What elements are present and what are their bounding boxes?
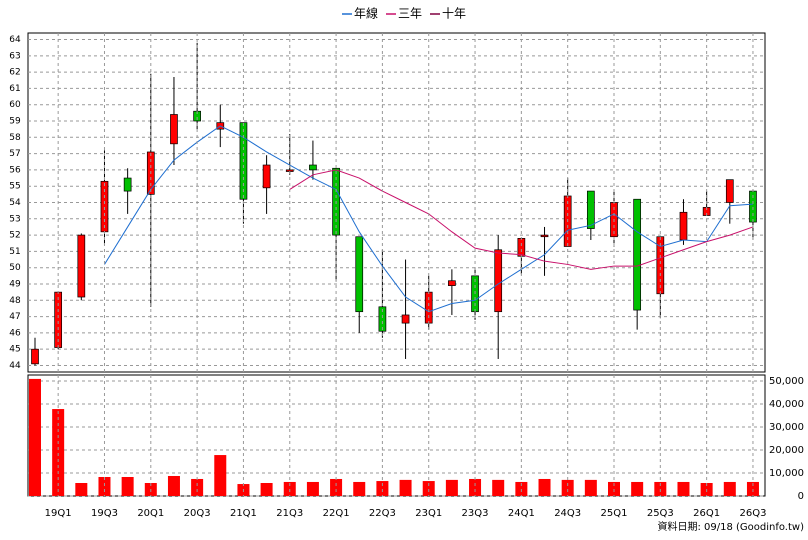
x-tick-label: 19Q3 [91, 508, 118, 519]
volume-bar [167, 475, 180, 496]
x-tick-label: 26Q1 [693, 508, 720, 519]
candle-body [725, 179, 734, 203]
y-tick-label: 60 [9, 100, 21, 110]
candle-body [77, 234, 86, 298]
candle-body [424, 291, 433, 324]
volume-bar [445, 479, 458, 496]
volume-bar [654, 481, 667, 496]
y2-tick-label: 50,000 [769, 376, 804, 387]
candle-body [355, 236, 364, 313]
volume-bar [75, 483, 88, 496]
volume-bar [98, 476, 111, 496]
y2-tick-label: 30,000 [769, 422, 804, 433]
volume-bar [29, 378, 41, 496]
y-tick-label: 56 [9, 165, 21, 175]
x-tick-label: 23Q3 [462, 508, 489, 519]
x-tick-label: 23Q1 [415, 508, 442, 519]
volume-bar [515, 481, 528, 496]
volume-bar [631, 481, 644, 496]
candle-body [586, 190, 595, 229]
volume-bar [376, 481, 389, 496]
volume-bar [492, 479, 505, 496]
volume-bar [584, 479, 597, 496]
y2-tick-label: 10,000 [769, 468, 804, 479]
volume-bar [353, 481, 366, 496]
y-tick-label: 59 [9, 117, 21, 127]
y-tick-label: 46 [9, 328, 21, 338]
x-tick-label: 25Q1 [601, 508, 628, 519]
volume-bar [469, 478, 482, 496]
x-tick-label: 22Q3 [369, 508, 396, 519]
candle-body [378, 306, 387, 332]
y-tick-label: 62 [9, 68, 20, 78]
volume-bar [723, 481, 736, 496]
x-tick-label: 24Q3 [554, 508, 581, 519]
candle-body [31, 348, 39, 365]
x-tick-label: 22Q1 [323, 508, 350, 519]
candle-body [170, 114, 178, 145]
volume-frame [27, 374, 766, 497]
y-tick-label: 50 [9, 263, 21, 273]
volume-bar [399, 479, 412, 496]
volume-bar [746, 481, 759, 496]
volume-bar [330, 478, 343, 496]
y-tick-label: 44 [9, 361, 21, 371]
volume-bar [121, 476, 134, 496]
y-tick-label: 61 [9, 84, 20, 94]
volume-bar [422, 481, 435, 496]
volume-bar [561, 479, 574, 496]
volume-bar [538, 478, 551, 496]
y2-tick-label: 20,000 [769, 445, 804, 456]
candle-body [494, 249, 503, 313]
legend-label: 十年 [442, 7, 466, 21]
x-tick-label: 20Q1 [137, 508, 164, 519]
y2-tick-label: 0 [798, 491, 804, 502]
candle-body [401, 314, 410, 324]
candle-body [100, 180, 109, 233]
candle-body [448, 280, 456, 286]
y-tick-label: 48 [9, 296, 21, 306]
candle-body [517, 238, 526, 257]
candle-body [262, 164, 271, 189]
x-tick-label: 26Q3 [739, 508, 766, 519]
candle-body [123, 177, 132, 192]
volume-bar [260, 483, 273, 496]
x-tick-label: 25Q3 [647, 508, 674, 519]
volume-bar [191, 478, 204, 496]
y-tick-label: 64 [9, 35, 21, 45]
candle-body [679, 211, 688, 241]
volume-bar [677, 481, 690, 496]
x-tick-label: 21Q1 [230, 508, 257, 519]
y-tick-label: 55 [9, 182, 20, 192]
volume-bar [283, 481, 296, 496]
x-tick-label: 20Q3 [184, 508, 211, 519]
volume-bar [306, 481, 319, 496]
x-tick-label: 19Q1 [45, 508, 72, 519]
x-tick-label: 24Q1 [508, 508, 535, 519]
candle-body [540, 234, 549, 238]
y-tick-label: 47 [9, 312, 20, 322]
y-tick-label: 58 [9, 133, 21, 143]
y-tick-label: 53 [9, 214, 20, 224]
y-tick-label: 49 [9, 279, 21, 289]
volume-bar [52, 409, 65, 496]
candle-body [309, 164, 317, 171]
y-tick-label: 57 [9, 149, 20, 159]
volume-bar [608, 481, 620, 496]
footer: 資料日期: 09/18 (Goodinfo.tw) [657, 520, 804, 533]
x-tick-label: 21Q3 [276, 508, 303, 519]
volume-bar [214, 455, 227, 496]
legend-label: 三年 [398, 7, 422, 21]
y-tick-label: 45 [9, 345, 20, 355]
ma-line [289, 169, 754, 270]
y2-tick-label: 40,000 [769, 399, 804, 410]
legend-label: 年線 [354, 6, 378, 21]
candle-body [633, 198, 642, 311]
y-tick-label: 52 [9, 231, 20, 241]
y-tick-label: 51 [9, 247, 20, 257]
y-tick-label: 63 [9, 51, 20, 61]
y-tick-label: 54 [9, 198, 21, 208]
